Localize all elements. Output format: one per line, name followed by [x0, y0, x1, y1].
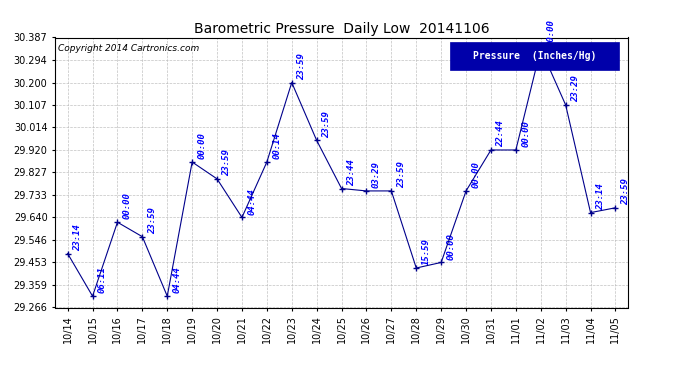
Text: 23:44: 23:44: [347, 159, 356, 186]
Text: 00:00: 00:00: [198, 132, 207, 159]
Text: 22:44: 22:44: [497, 120, 506, 147]
Text: 00:00: 00:00: [446, 233, 455, 260]
Text: 23:59: 23:59: [397, 161, 406, 188]
Text: 00:00: 00:00: [546, 19, 555, 46]
Text: 04:44: 04:44: [172, 267, 181, 293]
Text: 23:59: 23:59: [621, 178, 630, 205]
FancyBboxPatch shape: [451, 42, 620, 70]
Text: 00:00: 00:00: [522, 120, 531, 147]
Text: 23:14: 23:14: [73, 224, 82, 251]
Text: 04:44: 04:44: [248, 188, 257, 214]
Text: 15:59: 15:59: [422, 238, 431, 265]
Text: 00:14: 00:14: [273, 132, 282, 159]
Text: 23:14: 23:14: [596, 183, 605, 210]
Text: 23:59: 23:59: [297, 53, 306, 80]
Text: 23:59: 23:59: [223, 149, 232, 176]
Text: 23:59: 23:59: [322, 111, 331, 138]
Title: Barometric Pressure  Daily Low  20141106: Barometric Pressure Daily Low 20141106: [194, 22, 489, 36]
Text: 23:59: 23:59: [148, 207, 157, 234]
Text: 23:29: 23:29: [571, 75, 580, 102]
Text: 00:00: 00:00: [123, 193, 132, 219]
Text: 06:11: 06:11: [98, 267, 107, 293]
Text: Pressure  (Inches/Hg): Pressure (Inches/Hg): [473, 51, 597, 61]
Text: Copyright 2014 Cartronics.com: Copyright 2014 Cartronics.com: [58, 44, 199, 53]
Text: 03:29: 03:29: [372, 161, 381, 188]
Text: 00:00: 00:00: [471, 161, 481, 188]
